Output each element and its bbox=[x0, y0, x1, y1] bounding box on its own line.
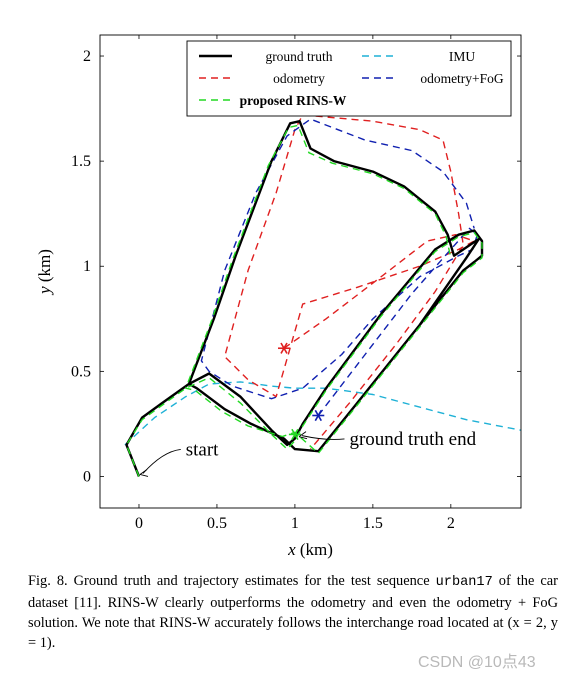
y-axis-label-var: y bbox=[35, 286, 54, 296]
legend-label-odometry-fog: odometry+FoG bbox=[420, 71, 504, 86]
annotation-arrow-start bbox=[142, 448, 181, 474]
caption-text-1: Ground truth and trajectory estimates fo… bbox=[73, 573, 436, 589]
x-tick-label: 2 bbox=[447, 515, 455, 532]
y-tick-label: 2 bbox=[83, 48, 91, 65]
legend-label-ground-truth: ground truth bbox=[265, 49, 332, 64]
annotation-arrowhead-start bbox=[139, 469, 149, 477]
y-tick-label: 1.5 bbox=[71, 153, 91, 170]
annotations-layer: start ground truth end bbox=[139, 429, 477, 477]
marker-star-stroke bbox=[280, 342, 288, 354]
x-tick-label: 0.5 bbox=[207, 515, 227, 532]
legend-label-odometry: odometry bbox=[273, 71, 325, 86]
figure-caption: Fig. 8. Ground truth and trajectory esti… bbox=[28, 571, 558, 653]
y-tick-label: 0 bbox=[83, 468, 91, 485]
caption-code: urban17 bbox=[435, 575, 493, 590]
watermark-text: CSDN @10点43 bbox=[418, 654, 536, 671]
x-tick-label: 0 bbox=[135, 515, 143, 532]
x-tick-label: 1.5 bbox=[363, 515, 383, 532]
annotation-start: start bbox=[186, 439, 219, 460]
annotation-arrowhead-ground-truth-end bbox=[298, 431, 308, 440]
axes-layer: 0 0.5 1 1.5 200.511.52x (km)y (km) bbox=[35, 34, 522, 559]
marker-star-proposed-rins-w bbox=[288, 428, 301, 441]
legend-label-imu: IMU bbox=[449, 49, 475, 64]
marker-star-odometry-fog bbox=[312, 409, 325, 422]
caption-label: Fig. 8. bbox=[28, 573, 68, 589]
annotation-ground-truth-end: ground truth end bbox=[349, 429, 476, 450]
trajectory-chart: 0 0.5 1 1.5 200.511.52x (km)y (km) ground tr… bbox=[35, 34, 522, 559]
x-axis-label: x (km) bbox=[287, 540, 333, 559]
legend-box bbox=[186, 40, 512, 117]
marker-star-stroke bbox=[291, 428, 299, 441]
x-tick-label: 1 bbox=[291, 515, 299, 532]
x-axis-label-unit: (km) bbox=[296, 540, 333, 559]
annotation-arrow-ground-truth-end bbox=[301, 435, 345, 440]
series-line-imu bbox=[124, 381, 521, 446]
marker-star-odometry bbox=[277, 342, 290, 354]
series-line-odometry-fog bbox=[200, 118, 478, 416]
y-tick-label: 0.5 bbox=[71, 363, 91, 380]
plot-frame bbox=[99, 34, 522, 509]
legend: ground truth IMU odometry odometry+FoG propo… bbox=[186, 40, 512, 117]
caption-text-2: of the car dataset [11]. RINS-W clearly … bbox=[28, 573, 558, 651]
series-line-proposed-rins-w bbox=[125, 124, 483, 477]
series-line-ground-truth bbox=[125, 120, 484, 477]
y-axis-label-unit: (km) bbox=[35, 249, 54, 286]
x-axis-label-var: x bbox=[287, 540, 296, 559]
y-tick-label: 1 bbox=[83, 258, 91, 275]
plot-data-layer bbox=[124, 114, 521, 477]
y-axis-label: y (km) bbox=[35, 249, 54, 296]
marker-star-stroke bbox=[314, 409, 322, 422]
legend-label-proposed-rins-w: proposed RINS-W bbox=[240, 93, 347, 108]
